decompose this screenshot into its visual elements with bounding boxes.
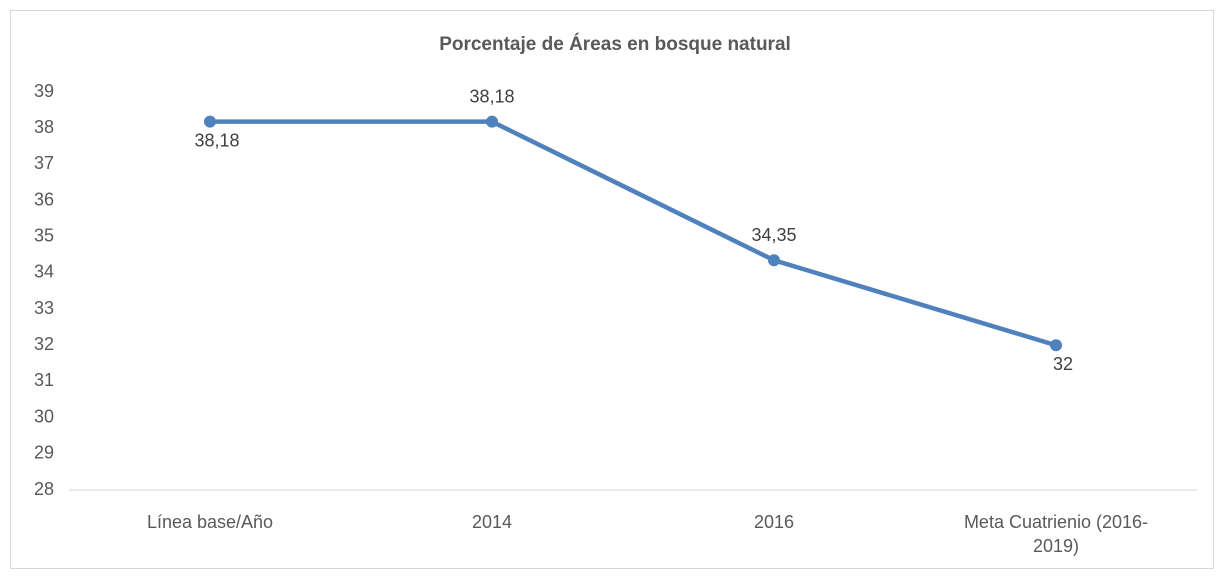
y-tick-label: 34 — [34, 262, 54, 282]
data-point — [1050, 339, 1062, 352]
data-line — [210, 119, 1057, 348]
x-tick-label: 2016 — [753, 512, 795, 532]
y-tick-label: 28 — [34, 479, 54, 499]
data-point — [768, 254, 780, 267]
y-tick-label: 35 — [34, 225, 54, 245]
x-tick-label: Meta Cuatrienio (2016-2019) — [963, 512, 1149, 556]
y-tick-label: 36 — [34, 189, 54, 209]
y-tick-label: 30 — [34, 406, 54, 426]
chart-frame — [10, 10, 1214, 569]
chart-title: Porcentaje de Áreas en bosque natural — [439, 33, 791, 55]
data-point — [486, 115, 498, 128]
data-label: 38,18 — [469, 86, 514, 106]
data-label: 32 — [1053, 354, 1073, 374]
data-label: 34,35 — [751, 225, 796, 245]
data-point — [204, 115, 216, 128]
y-tick-label: 33 — [34, 298, 54, 318]
y-tick-label: 38 — [34, 117, 54, 137]
y-tick-label: 31 — [34, 370, 54, 390]
y-tick-label: 37 — [34, 153, 54, 173]
x-tick-label: Línea base/Año — [146, 512, 274, 532]
x-tick-label: 2014 — [471, 512, 513, 532]
y-tick-label: 32 — [34, 334, 54, 354]
data-label: 38,18 — [194, 130, 239, 150]
y-tick-label: 39 — [34, 81, 54, 101]
y-tick-label: 29 — [34, 443, 54, 463]
